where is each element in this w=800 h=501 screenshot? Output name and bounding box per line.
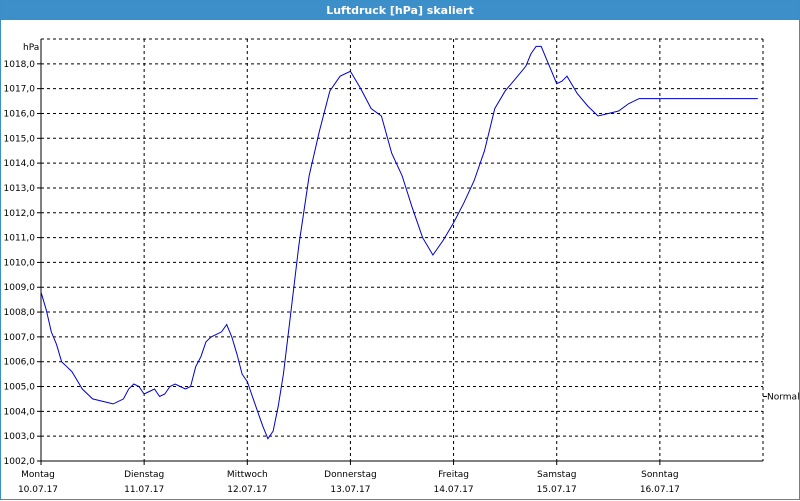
y-tick-label: 1015,0 xyxy=(4,134,36,144)
x-tick-date: 13.07.17 xyxy=(330,485,370,495)
x-tick-day: Samstag xyxy=(537,470,576,480)
y-tick-label: 1014,0 xyxy=(4,159,36,169)
y-tick-label: 1010,0 xyxy=(4,258,36,268)
x-tick-day: Sonntag xyxy=(641,470,678,480)
y-tick-label: 1008,0 xyxy=(4,308,36,318)
y-tick-label: 1018,0 xyxy=(4,60,36,70)
x-tick-day: Montag xyxy=(21,470,55,480)
y-tick-label: 1016,0 xyxy=(4,109,36,119)
x-tick-date: 14.07.17 xyxy=(434,485,474,495)
x-tick-day: Freitag xyxy=(438,470,469,480)
x-tick-date: 15.07.17 xyxy=(537,485,577,495)
y-tick-label: 1017,0 xyxy=(4,85,36,95)
x-tick-day: Dienstag xyxy=(124,470,164,480)
x-tick-date: 12.07.17 xyxy=(227,485,267,495)
y-tick-label: 1007,0 xyxy=(4,333,36,343)
normal-label: Normal xyxy=(767,392,800,402)
chart-title: Luftdruck [hPa] skaliert xyxy=(1,1,799,20)
y-axis-label: hPa xyxy=(23,43,39,53)
y-tick-label: 1003,0 xyxy=(4,432,36,442)
y-tick-label: 1002,0 xyxy=(4,457,36,467)
x-tick-date: 16.07.17 xyxy=(640,485,680,495)
y-tick-label: 1011,0 xyxy=(4,234,36,244)
y-tick-label: 1005,0 xyxy=(4,383,36,393)
y-tick-label: 1012,0 xyxy=(4,209,36,219)
x-tick-date: 10.07.17 xyxy=(18,485,58,495)
x-tick-day: Donnerstag xyxy=(324,470,377,480)
x-tick-day: Mittwoch xyxy=(227,470,268,480)
x-tick-date: 11.07.17 xyxy=(124,485,164,495)
y-tick-label: 1006,0 xyxy=(4,358,36,368)
y-tick-label: 1004,0 xyxy=(4,407,36,417)
pressure-series-line xyxy=(40,45,758,440)
y-tick-label: 1013,0 xyxy=(4,184,36,194)
y-tick-label: 1009,0 xyxy=(4,283,36,293)
